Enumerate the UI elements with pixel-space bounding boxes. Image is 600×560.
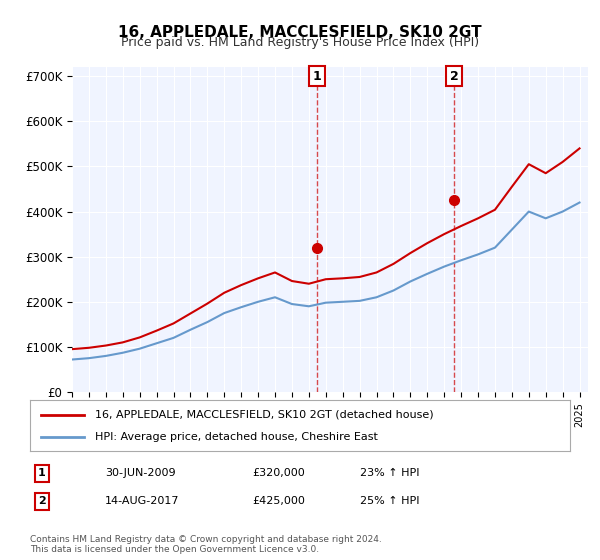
Text: 14-AUG-2017: 14-AUG-2017 [105,496,179,506]
Text: 1: 1 [313,70,322,83]
Text: 30-JUN-2009: 30-JUN-2009 [105,468,176,478]
Text: HPI: Average price, detached house, Cheshire East: HPI: Average price, detached house, Ches… [95,432,377,442]
Text: Price paid vs. HM Land Registry's House Price Index (HPI): Price paid vs. HM Land Registry's House … [121,36,479,49]
Text: 1: 1 [38,468,46,478]
Text: Contains HM Land Registry data © Crown copyright and database right 2024.
This d: Contains HM Land Registry data © Crown c… [30,535,382,554]
Text: £425,000: £425,000 [252,496,305,506]
Text: 16, APPLEDALE, MACCLESFIELD, SK10 2GT: 16, APPLEDALE, MACCLESFIELD, SK10 2GT [118,25,482,40]
Text: 16, APPLEDALE, MACCLESFIELD, SK10 2GT (detached house): 16, APPLEDALE, MACCLESFIELD, SK10 2GT (d… [95,409,433,419]
Text: 2: 2 [38,496,46,506]
Text: 2: 2 [450,70,459,83]
Text: 23% ↑ HPI: 23% ↑ HPI [360,468,419,478]
Text: 25% ↑ HPI: 25% ↑ HPI [360,496,419,506]
Text: £320,000: £320,000 [252,468,305,478]
